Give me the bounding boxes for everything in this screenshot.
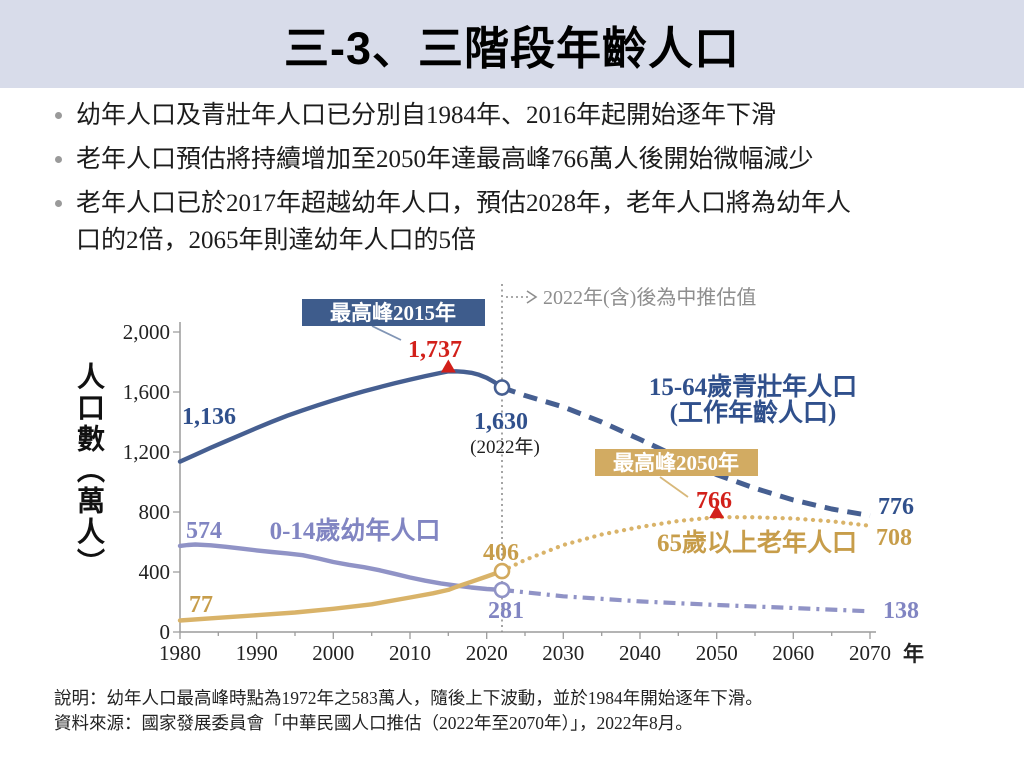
elderly-peak-leader-line bbox=[659, 476, 689, 498]
elderly-peak-box bbox=[595, 449, 758, 476]
working-peak-value: 1,737 bbox=[408, 337, 462, 363]
x-tick-label: 2010 bbox=[389, 641, 431, 665]
x-tick-label: 2020 bbox=[466, 641, 508, 665]
bullet-dot-icon bbox=[55, 200, 62, 207]
elderly-peak-triangle-icon bbox=[709, 505, 725, 519]
population-line-chart: 1980 1990 2000 2010 2020 2030 2040 2050 2060 2070… bbox=[123, 284, 924, 666]
y-tick-label: 1,200 bbox=[123, 440, 170, 464]
bullet-text: 口的2倍，2065年則達幼年人口的5倍 bbox=[76, 227, 477, 254]
elderly-2022-marker bbox=[493, 562, 511, 580]
working-series-label-line2: (工作年齡人口) bbox=[670, 398, 837, 427]
working-2022-value: 1,630 bbox=[474, 409, 528, 435]
axes bbox=[179, 322, 876, 633]
working-peak-box-label: 最高峰2015年 bbox=[330, 301, 456, 325]
y-tick-label: 2,000 bbox=[123, 320, 170, 344]
elderly-end-value: 708 bbox=[876, 525, 912, 551]
working-2022-year: (2022年) bbox=[470, 436, 540, 458]
axis-tick-labels: 1980 1990 2000 2010 2020 2030 2040 2050 2060 2070… bbox=[123, 320, 891, 665]
y-tick-label: 800 bbox=[139, 500, 171, 524]
x-tick-label: 1980 bbox=[159, 641, 201, 665]
x-tick-label: 2050 bbox=[696, 641, 738, 665]
elderly-series-label: 65歲以上老年人口 bbox=[657, 528, 857, 557]
footer-notes: 說明：幼年人口最高峰時點為1972年之583萬人，隨後上下波動，並於1984年開… bbox=[54, 686, 763, 736]
working-series-label-line1: 15-64歲青壯年人口 bbox=[649, 372, 857, 401]
bullet-item: 幼年人口及青壯年人口已分別自1984年、2016年起開始逐年下滑 bbox=[52, 97, 988, 134]
page-title: 三-3、三階段年齡人口 bbox=[283, 22, 740, 74]
y-tick-label: 400 bbox=[139, 560, 171, 584]
projection-note: 2022年(含)後為中推估值 bbox=[543, 286, 756, 309]
note-arrowhead-icon bbox=[526, 290, 538, 304]
y-tick-label: 1,600 bbox=[123, 380, 170, 404]
title-band: 三-3、三階段年齡人口 bbox=[0, 0, 1024, 88]
elderly-peak-value: 766 bbox=[696, 488, 732, 514]
x-tick-label: 2060 bbox=[772, 641, 814, 665]
bullet-item: 老年人口已於2017年超越幼年人口，預估2028年，老年人口將為幼年人 口的2倍… bbox=[52, 185, 988, 259]
working-end-value: 776 bbox=[878, 494, 914, 520]
elderly-2022-value: 406 bbox=[483, 540, 519, 566]
axis-ticks bbox=[173, 331, 871, 639]
x-tick-label: 2000 bbox=[312, 641, 354, 665]
child-2022-value: 281 bbox=[488, 598, 524, 624]
bullet-text: 老年人口預估將持續增加至2050年達最高峰766萬人後開始微幅減少 bbox=[76, 146, 814, 173]
bullet-text: 老年人口已於2017年超越幼年人口，預估2028年，老年人口將為幼年人 bbox=[76, 190, 852, 217]
working-age-history-line bbox=[177, 369, 505, 464]
working-peak-triangle-icon bbox=[440, 359, 456, 373]
child-end-value: 138 bbox=[883, 598, 919, 624]
x-tick-label: 2070 bbox=[849, 641, 891, 665]
elderly-peak-box-label: 最高峰2050年 bbox=[613, 451, 739, 475]
child-2022-marker bbox=[493, 581, 511, 599]
child-projection-line bbox=[501, 587, 871, 614]
working-2022-marker bbox=[493, 379, 511, 396]
child-history-line bbox=[177, 542, 505, 593]
elderly-start-value: 77 bbox=[189, 592, 213, 618]
footer-source-line: 資料來源：國家發展委員會「中華民國人口推估（2022年至2070年）」，2022… bbox=[54, 713, 693, 733]
x-tick-label: 2040 bbox=[619, 641, 661, 665]
x-tick-label: 2030 bbox=[542, 641, 584, 665]
child-series-label: 0-14歲幼年人口 bbox=[270, 516, 441, 545]
working-peak-box bbox=[302, 299, 485, 326]
x-tick-label: 1990 bbox=[236, 641, 278, 665]
bullet-dot-icon bbox=[55, 112, 62, 119]
working-peak-leader-line bbox=[371, 325, 402, 341]
elderly-history-line bbox=[177, 568, 505, 623]
elderly-projection-line bbox=[499, 514, 873, 574]
bullet-text: 幼年人口及青壯年人口已分別自1984年、2016年起開始逐年下滑 bbox=[76, 102, 777, 129]
child-start-value: 574 bbox=[186, 518, 222, 544]
footer-note-line: 說明：幼年人口最高峰時點為1972年之583萬人，隨後上下波動，並於1984年開… bbox=[54, 688, 763, 708]
y-axis-title: 人口數（萬人） bbox=[73, 362, 104, 579]
x-axis-unit-label: 年 bbox=[903, 642, 924, 666]
bullet-dot-icon bbox=[55, 156, 62, 163]
bullet-list: 幼年人口及青壯年人口已分別自1984年、2016年起開始逐年下滑 老年人口預估將… bbox=[52, 97, 988, 266]
bullet-item: 老年人口預估將持續增加至2050年達最高峰766萬人後開始微幅減少 bbox=[52, 141, 988, 178]
y-tick-label: 0 bbox=[160, 620, 171, 644]
working-start-value: 1,136 bbox=[182, 404, 236, 430]
